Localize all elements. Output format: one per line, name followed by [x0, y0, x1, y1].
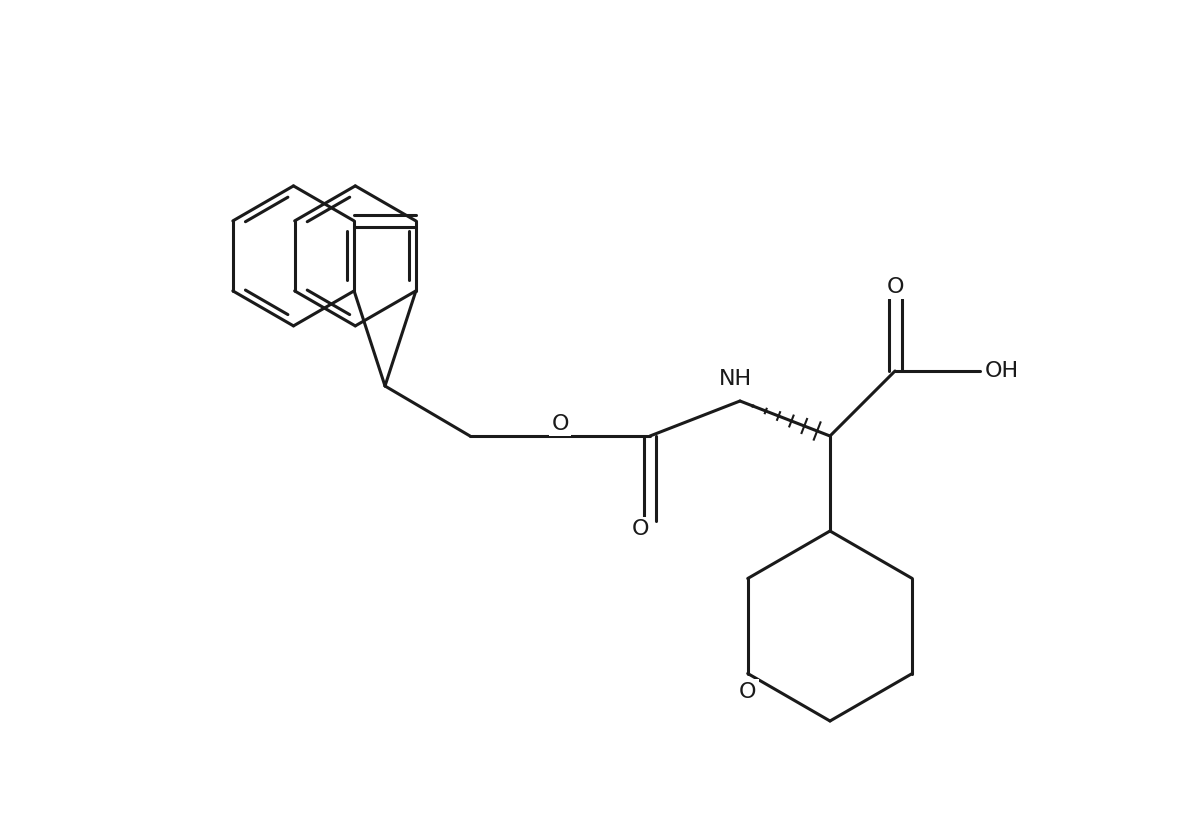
Text: O: O — [739, 681, 756, 701]
Text: O: O — [551, 414, 569, 434]
Text: NH: NH — [719, 369, 752, 389]
Text: O: O — [631, 519, 649, 539]
Text: O: O — [886, 277, 904, 297]
Text: OH: OH — [985, 361, 1019, 381]
